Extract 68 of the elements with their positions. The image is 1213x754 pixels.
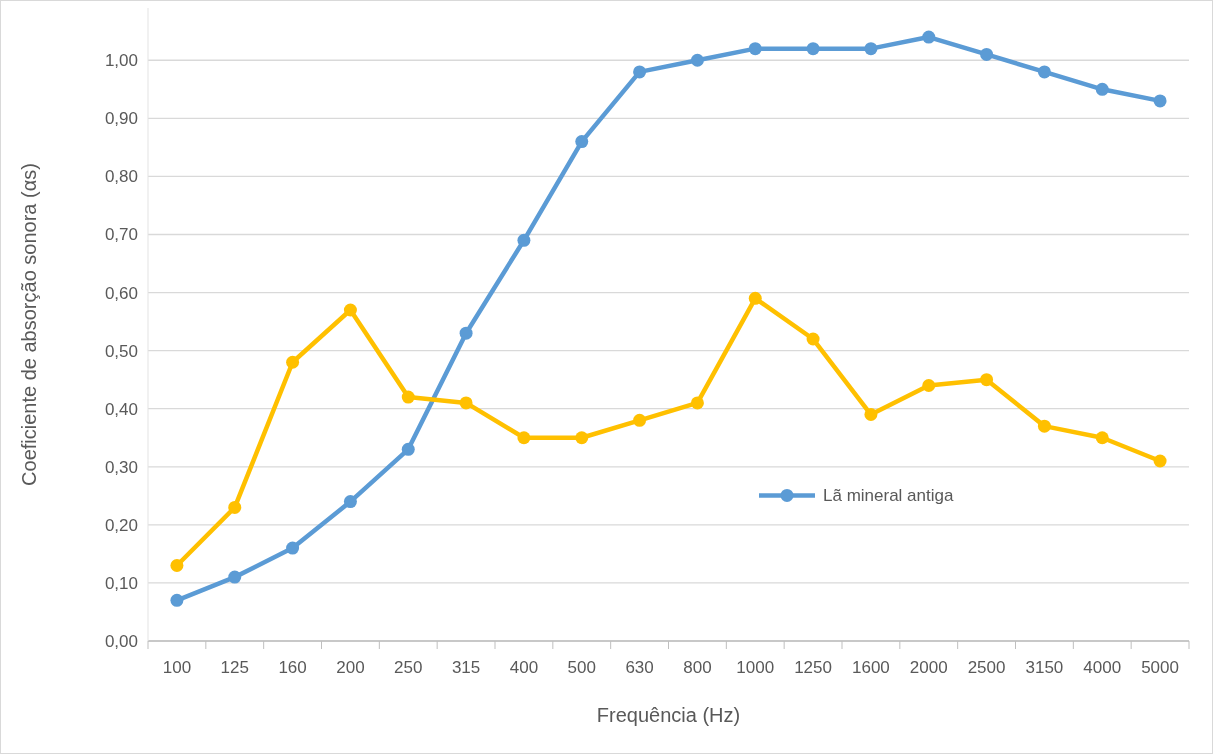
y-tick-label: 0,90 xyxy=(104,109,138,129)
x-tick-label: 125 xyxy=(220,658,249,677)
point xyxy=(806,332,820,346)
x-tick-label: 400 xyxy=(509,658,539,677)
point xyxy=(343,495,357,509)
point xyxy=(343,303,357,317)
x-tick-label: 4000 xyxy=(1083,658,1122,677)
x-tick-label: 250 xyxy=(394,658,423,677)
x-tick-label: 2500 xyxy=(967,658,1006,677)
point xyxy=(286,355,300,369)
point xyxy=(401,390,415,404)
y-tick-label: 0,70 xyxy=(104,225,138,245)
x-tick-label: 2000 xyxy=(909,658,948,677)
point xyxy=(1153,94,1167,108)
x-tick-label: 1600 xyxy=(852,658,890,677)
point xyxy=(228,500,242,514)
point xyxy=(1095,431,1109,445)
x-tick-label: 315 xyxy=(451,658,481,677)
point xyxy=(922,30,936,44)
point xyxy=(517,233,531,247)
y-tick-label: 0,20 xyxy=(104,515,138,535)
y-tick-label: 0,00 xyxy=(104,631,138,651)
point xyxy=(980,47,994,61)
y-tick-label: 0,50 xyxy=(104,341,138,361)
point xyxy=(748,291,762,305)
x-tick-label: 160 xyxy=(278,658,307,677)
y-tick-label: 0,40 xyxy=(104,399,138,419)
point xyxy=(575,135,589,149)
x-tick-label: 1250 xyxy=(794,658,832,677)
point xyxy=(1095,82,1109,96)
point xyxy=(170,559,184,573)
point xyxy=(401,442,415,456)
y-tick-label: 1,00 xyxy=(104,51,138,71)
x-tick-label: 1000 xyxy=(736,658,775,677)
x-axis-title: Frequência (Hz) xyxy=(596,704,741,726)
y-tick-label: 0,10 xyxy=(104,573,138,593)
legend-label: Lã mineral antiga xyxy=(823,486,954,506)
x-tick-label: 3150 xyxy=(1025,658,1064,677)
point xyxy=(633,65,647,79)
point xyxy=(864,42,878,56)
x-tick-label: 5000 xyxy=(1141,658,1179,677)
point xyxy=(575,431,589,445)
point xyxy=(459,396,473,410)
x-tick-label: 500 xyxy=(567,658,596,677)
point xyxy=(1037,65,1051,79)
point xyxy=(748,42,762,56)
x-tick-label: 630 xyxy=(625,658,654,677)
point xyxy=(806,42,820,56)
point xyxy=(690,396,704,410)
point xyxy=(864,408,878,422)
y-tick-label: 0,80 xyxy=(104,167,138,187)
x-tick-label: 800 xyxy=(683,658,712,677)
point xyxy=(286,541,300,555)
point xyxy=(1153,454,1167,468)
y-tick-label: 0,60 xyxy=(104,283,138,303)
point xyxy=(170,593,184,607)
point xyxy=(980,373,994,387)
point xyxy=(459,326,473,340)
point xyxy=(1037,419,1051,433)
point xyxy=(633,413,647,427)
x-tick-label: 200 xyxy=(336,658,365,677)
point xyxy=(228,570,242,584)
y-tick-label: 0,30 xyxy=(104,457,138,477)
point xyxy=(517,431,531,445)
y-axis-title: Coeficiente de absorção sonora (αs) xyxy=(18,163,40,486)
x-tick-label: 100 xyxy=(162,658,192,677)
point xyxy=(690,53,704,67)
point xyxy=(922,378,936,392)
